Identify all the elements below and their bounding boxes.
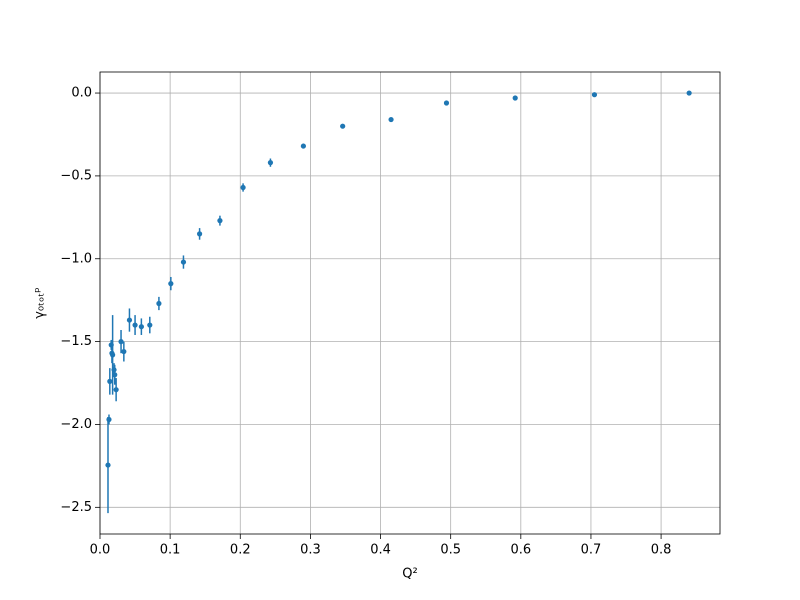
x-tick-label: 0.4: [370, 543, 391, 558]
data-point: [196, 231, 203, 237]
y-tick-label: −1.5: [60, 334, 92, 349]
x-tick-label: 0.1: [160, 543, 181, 558]
data-point: [138, 324, 144, 330]
data-point: [112, 372, 118, 378]
data-point: [686, 90, 692, 96]
x-tick-label: 0.8: [651, 543, 672, 558]
x-tick-label: 0.7: [581, 543, 602, 558]
data-point: [591, 92, 598, 98]
data-point: [340, 123, 346, 129]
y-tick-label: −2.5: [60, 500, 92, 515]
y-tick-label: −0.5: [60, 168, 92, 183]
data-point: [168, 281, 174, 287]
x-axis-label: Q²: [402, 567, 417, 582]
y-tick-label: 0.0: [71, 86, 92, 101]
data-point: [512, 95, 518, 101]
data-point: [217, 218, 223, 224]
data-point: [388, 116, 394, 123]
y-tick-label: −1.0: [60, 251, 92, 266]
data-point: [118, 339, 124, 345]
x-tick-label: 0.0: [90, 543, 111, 558]
y-tick-label: −2.0: [60, 417, 92, 432]
data-point: [113, 387, 119, 393]
y-axis-label: γ₀ₜₒₜᵖ: [33, 287, 48, 319]
data-point: [240, 184, 246, 191]
data-point: [121, 348, 127, 355]
data-point: [443, 100, 450, 106]
plot-frame: [99, 71, 721, 535]
data-point: [126, 317, 133, 323]
data-point: [300, 143, 306, 149]
data-point: [147, 322, 153, 328]
data-point: [107, 378, 113, 384]
data-point: [267, 160, 274, 166]
data-point: [156, 300, 162, 307]
x-tick-label: 0.2: [230, 543, 251, 558]
data-point: [105, 462, 111, 468]
data-point: [110, 352, 116, 358]
x-tick-label: 0.6: [510, 543, 531, 558]
data-point: [106, 416, 112, 423]
data-point: [132, 322, 138, 328]
data-point: [180, 259, 187, 265]
x-tick-label: 0.5: [440, 543, 461, 558]
x-tick-label: 0.3: [300, 543, 321, 558]
